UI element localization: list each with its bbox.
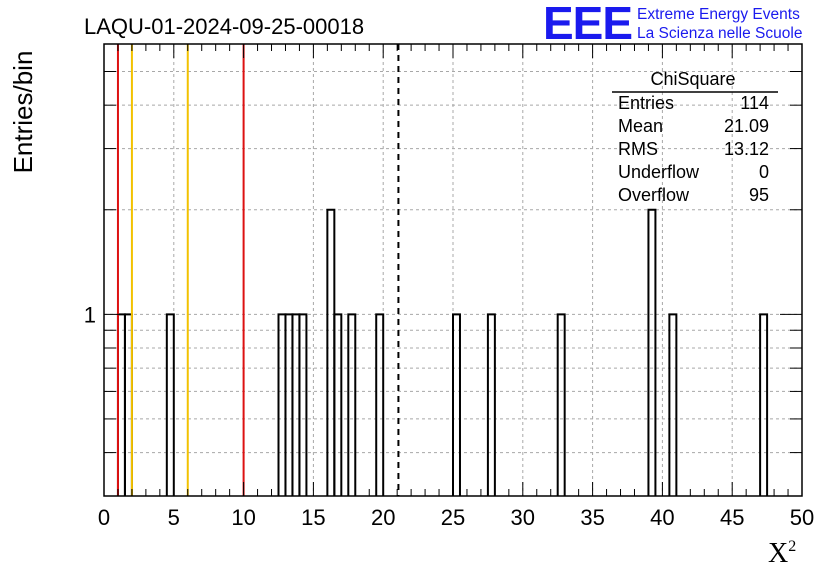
x-tick-label: 20 [371, 505, 395, 530]
x-tick-label: 35 [580, 505, 604, 530]
histogram-bin [486, 313, 496, 496]
histogram-bars [116, 208, 769, 496]
x-tick-label: 40 [650, 505, 674, 530]
x-tick-label: 15 [301, 505, 325, 530]
histogram-bin [668, 313, 678, 496]
x-tick-label: 25 [441, 505, 465, 530]
histogram-bin [347, 313, 357, 496]
histogram-bin [647, 208, 657, 496]
x-tick-label: 10 [231, 505, 255, 530]
histogram-bin [277, 313, 287, 496]
histogram-bin [452, 313, 461, 496]
histogram-bin [291, 313, 301, 496]
histogram-bin [116, 313, 126, 496]
logo-line1: Extreme Energy Events [637, 6, 800, 23]
y-tick-label: 1 [84, 302, 96, 327]
logo-line2: La Scienza nelle Scuole [637, 25, 802, 42]
stats-value: 0 [759, 162, 769, 182]
reference-lines [116, 44, 400, 496]
x-tick-label: 50 [790, 505, 814, 530]
chart-title: LAQU-01-2024-09-25-00018 [84, 14, 364, 39]
axes: 0 5 10 15 20 25 30 35 40 45 50 1 [84, 43, 814, 530]
stats-value: 114 [740, 93, 769, 113]
stats-label: Mean [618, 116, 663, 136]
stats-value: 21.09 [724, 116, 769, 136]
x-tick-label: 45 [720, 505, 744, 530]
stats-value: 13.12 [724, 139, 769, 159]
stats-title: ChiSquare [650, 69, 735, 89]
y-axis-label: Entries/bin [8, 51, 38, 174]
histogram-bin [375, 313, 385, 496]
histogram-bin [165, 313, 175, 496]
stats-label: Entries [618, 93, 674, 113]
logo-mark: EEE [543, 0, 632, 49]
x-axis-label: X2 [768, 538, 796, 569]
x-tick-label: 30 [511, 505, 535, 530]
histogram-bin [284, 313, 294, 496]
histogram-bin [759, 313, 769, 496]
stats-label: Overflow [618, 185, 690, 205]
histogram-bin [123, 313, 133, 496]
histogram-bin [298, 313, 308, 496]
x-tick-label: 0 [98, 505, 110, 530]
eee-logo: EEE Extreme Energy Events La Scienza nel… [543, 0, 802, 49]
stats-value: 95 [749, 185, 769, 205]
histogram-bin [556, 313, 566, 496]
histogram-bin [333, 313, 343, 496]
x-tick-label: 5 [168, 505, 180, 530]
stats-label: RMS [618, 139, 658, 159]
stats-label: Underflow [618, 162, 700, 182]
stats-box: ChiSquare Entries 114 Mean 21.09 RMS 13.12 Unde… [612, 69, 778, 205]
